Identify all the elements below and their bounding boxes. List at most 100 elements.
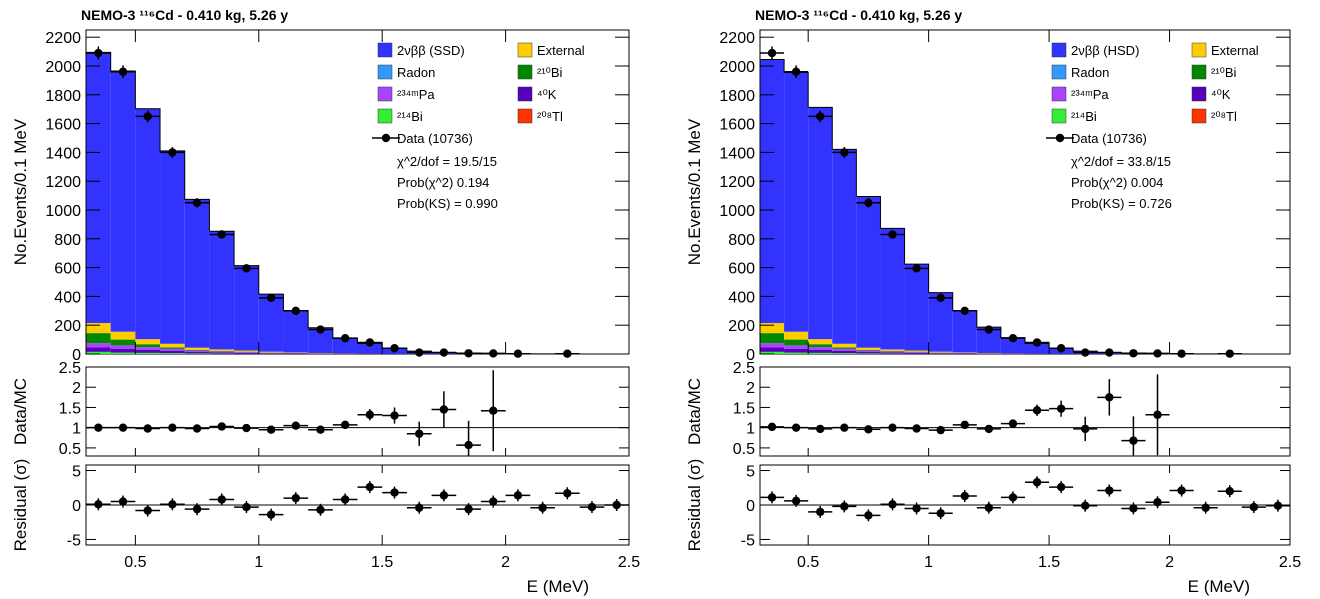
main-ytick-label: 2200: [45, 30, 81, 47]
ratio-point: [365, 410, 375, 419]
stats-line: Prob(χ^2) 0.004: [1071, 175, 1163, 190]
legend-label: External: [537, 43, 585, 58]
residual-point: [888, 500, 897, 509]
ratio-point: [415, 429, 424, 438]
residual-point: [1249, 502, 1259, 512]
ratio-point: [489, 406, 498, 415]
residual-point: [538, 503, 547, 512]
residual-point: [340, 495, 350, 504]
ratio-ytick-label: 1: [72, 421, 81, 438]
bar-2nubb: [332, 338, 358, 354]
legend-swatch: [517, 42, 533, 58]
residual-ylabel: Residual (σ): [11, 459, 30, 552]
ratio-point: [168, 423, 177, 432]
bar-2nubb: [209, 231, 235, 350]
stats-line: Prob(χ^2) 0.194: [397, 175, 489, 190]
legend-label: ⁴⁰K: [537, 87, 557, 102]
residual-point: [489, 497, 498, 506]
stats-line: Prob(KS) = 0.726: [1071, 196, 1172, 211]
data-point: [242, 264, 251, 273]
data-point: [489, 349, 498, 358]
legend-label: External: [1211, 43, 1259, 58]
main-ytick-label: 0: [746, 347, 755, 364]
legend-label: ²⁰⁸Tl: [1211, 109, 1237, 124]
bar-40k: [160, 350, 185, 354]
residual-point: [1225, 487, 1234, 496]
ratio-point: [266, 425, 276, 434]
bar-40k: [209, 352, 235, 354]
ratio-point: [94, 423, 103, 432]
legend-label: Radon: [397, 65, 435, 80]
residual-point: [242, 502, 251, 512]
bar-40k: [258, 353, 284, 354]
bar-2nubb: [283, 310, 309, 353]
residual-point: [118, 497, 128, 506]
main-ytick-label: 1200: [719, 174, 755, 191]
bar-210bi: [184, 349, 210, 351]
ratio-ytick-label: 1: [746, 421, 755, 438]
residual-point: [316, 505, 325, 515]
legend-swatch: [517, 108, 533, 124]
legend-label: ²¹⁰Bi: [1211, 65, 1237, 80]
legend-swatch: [1051, 42, 1067, 58]
data-point: [415, 348, 424, 357]
bar-external: [135, 339, 161, 345]
ratio-ytick-label: 2.5: [59, 360, 81, 377]
legend-data-label: Data (10736): [397, 131, 473, 146]
ratio-point: [888, 423, 897, 432]
bar-external: [160, 343, 185, 348]
bar-external: [209, 349, 235, 351]
bar-214bi: [808, 352, 833, 354]
x-tick-label: 0.5: [124, 554, 146, 571]
residual-ytick-label: 5: [72, 464, 81, 481]
residual-point: [266, 510, 276, 519]
data-point: [1056, 344, 1066, 353]
bar-40k: [856, 351, 881, 354]
legend-data-marker: [381, 133, 391, 143]
bar-40k: [760, 347, 785, 352]
ratio-point: [192, 424, 202, 433]
ratio-point: [242, 423, 251, 433]
data-point: [1032, 338, 1042, 347]
legend-label: Radon: [1071, 65, 1109, 80]
chart-panel-2: NEMO-3 ¹¹⁶Cd - 0.410 kg, 5.26 y 0 200 400 60…: [685, 7, 1301, 596]
residual-ytick-label: -5: [741, 532, 755, 549]
legend-label: 2νββ (SSD): [397, 43, 465, 58]
ratio-point: [390, 411, 399, 420]
ratio-plot-frame: [85, 366, 630, 457]
bar-external: [760, 323, 785, 334]
ratio-point: [984, 424, 994, 434]
stats-line: χ^2/dof = 19.5/15: [397, 154, 497, 169]
ratio-point: [1032, 406, 1042, 415]
residual-point: [94, 500, 103, 509]
bar-2nubb: [904, 264, 929, 351]
legend-label: ²³⁴ᵐPa: [1071, 87, 1109, 102]
bar-210bi: [86, 333, 111, 344]
main-ytick-label: 400: [54, 289, 81, 306]
residual-point: [1105, 486, 1114, 495]
bar-40k: [832, 350, 857, 354]
ratio-ylabel: Data/MC: [685, 378, 704, 445]
ratio-point: [316, 425, 325, 434]
residual-point: [291, 493, 300, 503]
bar-40k: [904, 352, 929, 354]
bar-40k: [135, 349, 161, 353]
bar-external: [952, 352, 977, 353]
legend-data-label: Data (10736): [1071, 131, 1147, 146]
bar-40k: [880, 352, 905, 354]
residual-point: [1273, 501, 1283, 510]
ratio-plot-frame: [759, 366, 1291, 457]
data-point: [563, 349, 572, 358]
legend-label: 2νββ (HSD): [1071, 43, 1139, 58]
bar-210bi: [784, 339, 809, 346]
bar-external: [283, 352, 309, 353]
bar-2nubb: [1025, 343, 1050, 354]
x-tick-label: 2: [1165, 554, 1174, 571]
data-point: [816, 112, 825, 121]
legend-swatch: [377, 86, 393, 102]
ratio-point: [1153, 410, 1162, 419]
bar-210bi: [832, 347, 857, 349]
bar-234mpa: [832, 348, 857, 351]
bar-2nubb: [184, 199, 210, 348]
